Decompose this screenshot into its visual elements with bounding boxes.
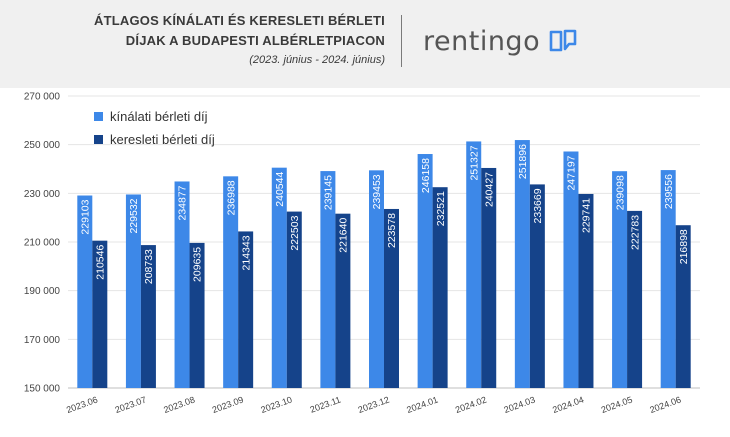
data-label: 234877 — [177, 185, 189, 220]
x-tick-label: 2023.12 — [357, 394, 391, 415]
bar-kinalati-2024.04 — [563, 151, 579, 388]
legend-swatch-keresleti — [94, 135, 103, 144]
data-label: 246158 — [420, 158, 432, 193]
x-tick-label: 2024.06 — [648, 394, 682, 415]
data-label: 240427 — [483, 172, 495, 207]
bar-keresleti-2024.01 — [432, 187, 448, 388]
data-label: 247197 — [566, 155, 578, 190]
data-label: 240544 — [274, 172, 286, 207]
y-tick-label: 150 000 — [24, 384, 61, 395]
bar-keresleti-2023.11 — [335, 213, 351, 388]
legend-label-kinalati: kínálati bérleti díj — [110, 109, 208, 124]
data-label: 222503 — [289, 215, 301, 250]
bar-keresleti-2023.12 — [384, 208, 399, 388]
bar-kinalati-2023.11 — [320, 171, 336, 388]
bar-keresleti-2024.03 — [529, 184, 545, 388]
data-label: 236988 — [225, 180, 237, 215]
data-label: 232521 — [435, 191, 447, 226]
x-tick-label: 2023.09 — [211, 394, 245, 415]
y-axis: 150 000 170 000 190 000 210 000 230 000 250 0… — [24, 92, 61, 395]
y-tick-label: 250 000 — [24, 140, 61, 151]
data-label: 239145 — [323, 175, 335, 210]
x-tick-label: 2023.10 — [259, 394, 293, 415]
data-label: 216898 — [678, 229, 690, 264]
data-label: 229741 — [581, 198, 593, 233]
x-tick-label: 2023.07 — [114, 394, 148, 415]
legend-swatch-kinalati — [94, 112, 103, 121]
x-tick-label: 2024.03 — [503, 394, 537, 415]
data-label: 229532 — [128, 198, 140, 233]
data-label: 239098 — [614, 175, 626, 210]
x-tick-label: 2023.06 — [65, 394, 99, 415]
legend-label-keresleti: keresleti bérleti díj — [110, 132, 215, 147]
data-label: 210546 — [95, 245, 107, 280]
data-label: 208733 — [143, 249, 155, 284]
bar-keresleti-2024.02 — [481, 167, 497, 388]
open-book-icon — [549, 29, 577, 52]
data-label: 239556 — [663, 174, 675, 209]
bar-kinalati-2024.03 — [514, 140, 530, 388]
bar-kinalati-2023.06 — [77, 195, 93, 388]
chart-subtitle: (2023. június - 2024. június) — [249, 54, 385, 66]
data-label: 223578 — [386, 213, 398, 248]
bar-keresleti-2023.09 — [238, 231, 254, 388]
data-label: 214343 — [240, 235, 252, 270]
rentingo-logo: rentingo — [423, 24, 578, 58]
bar-kinalati-2023.12 — [369, 170, 384, 388]
y-tick-label: 230 000 — [24, 189, 61, 200]
bar-kinalati-2024.02 — [466, 141, 482, 388]
data-label: 233669 — [532, 188, 544, 223]
y-tick-label: 190 000 — [24, 286, 61, 297]
bar-keresleti-2024.04 — [578, 193, 594, 388]
bar-kinalati-2024.06 — [660, 170, 676, 388]
header-divider — [401, 15, 402, 67]
bar-kinalati-2024.05 — [612, 171, 628, 388]
x-tick-label: 2024.02 — [454, 394, 488, 415]
y-tick-label: 210 000 — [24, 238, 61, 249]
y-tick-label: 270 000 — [24, 92, 61, 103]
chart-title-line-1: ÁTLAGOS KÍNÁLATI ÉS KERESLETI BÉRLETI — [93, 13, 385, 28]
bar-kinalati-2023.08 — [174, 181, 190, 388]
chart-header: ÁTLAGOS KÍNÁLATI ÉS KERESLETI BÉRLETI DÍ… — [0, 0, 730, 88]
data-label: 239453 — [371, 174, 383, 209]
bar-keresleti-2023.10 — [286, 211, 302, 388]
bar-keresleti-2024.05 — [627, 210, 643, 388]
x-tick-label: 2023.08 — [162, 394, 196, 415]
x-tick-label: 2024.05 — [600, 394, 634, 415]
legend: kínálati bérleti díj keresleti bérleti d… — [94, 109, 215, 147]
logo-text: rentingo — [423, 25, 541, 57]
x-tick-label: 2024.01 — [405, 394, 439, 415]
x-axis: 2023.06 2023.07 2023.08 2023.09 2023.10 2023.… — [65, 394, 682, 415]
bars — [77, 140, 691, 388]
data-label: 222783 — [629, 215, 641, 250]
data-label: 221640 — [338, 218, 350, 253]
bar-kinalati-2023.10 — [271, 167, 287, 388]
data-label: 209635 — [192, 247, 204, 282]
chart-title-line-2: DÍJAK A BUDAPESTI ALBÉRLETPIACON — [125, 33, 385, 48]
bar-kinalati-2023.09 — [223, 176, 239, 388]
bar-keresleti-2023.08 — [189, 242, 205, 388]
x-tick-label: 2023.11 — [309, 394, 342, 414]
data-label: 251327 — [468, 145, 480, 180]
bar-kinalati-2023.07 — [125, 194, 141, 388]
bar-kinalati-2024.01 — [417, 154, 433, 388]
bar-keresleti-2023.06 — [92, 240, 108, 388]
data-label: 251896 — [517, 144, 529, 179]
y-tick-label: 170 000 — [24, 335, 61, 346]
data-label: 229103 — [80, 199, 92, 234]
bar-keresleti-2023.07 — [140, 245, 156, 388]
x-tick-label: 2024.04 — [551, 394, 585, 415]
bar-keresleti-2024.06 — [675, 225, 691, 388]
